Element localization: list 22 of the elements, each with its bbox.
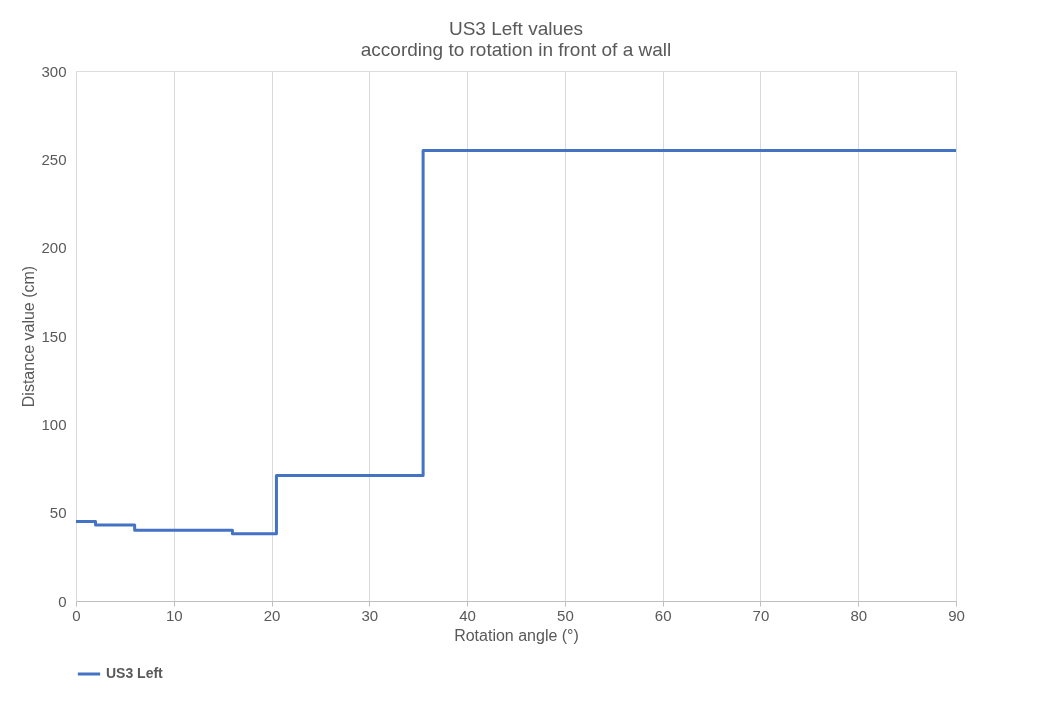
x-tick-label: 90	[948, 606, 965, 624]
x-tick-label: 80	[850, 606, 868, 624]
y-tick-label: 100	[41, 415, 67, 433]
x-tick-label: 10	[165, 606, 183, 624]
y-tick-label: 0	[58, 592, 67, 610]
legend-label: US3 Left	[106, 665, 164, 681]
x-tick-label: 50	[557, 606, 574, 624]
chart-subtitle: according to rotation in front of a wall	[360, 39, 672, 60]
x-axis-title: Rotation angle (°)	[454, 626, 579, 644]
chart-title: US3 Left values	[448, 18, 584, 39]
x-tick-label: 0	[72, 606, 81, 624]
y-tick-label: 200	[41, 239, 67, 257]
x-tick-label: 60	[654, 606, 672, 624]
x-tick-label: 70	[752, 606, 770, 624]
x-tick-label: 30	[361, 606, 379, 624]
x-tick-label: 20	[263, 606, 281, 624]
y-tick-label: 300	[41, 62, 67, 80]
y-tick-label: 150	[41, 327, 67, 345]
y-tick-label: 250	[41, 150, 67, 168]
x-tick-label: 40	[459, 606, 476, 624]
y-tick-label: 50	[49, 504, 67, 522]
y-axis-title: Distance value (cm)	[20, 265, 38, 408]
